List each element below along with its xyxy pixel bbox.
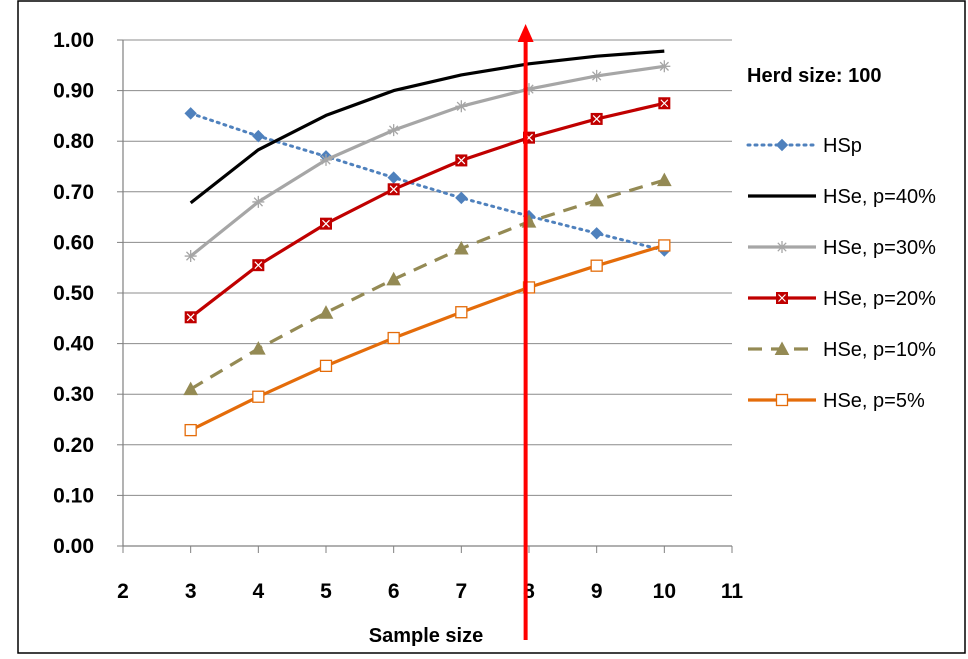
y-tick-label: 0.90: [53, 80, 94, 103]
series-2-point: [387, 124, 400, 137]
series-4-point: [183, 381, 199, 396]
series-3-point-detail: [389, 185, 398, 194]
series-4-point: [386, 271, 402, 286]
series-4-point: [250, 341, 266, 355]
legend-item-5-marker: [775, 393, 789, 407]
series-5-point: [387, 331, 400, 345]
x-tick-label: 5: [320, 580, 332, 603]
y-tick-label: 0.30: [53, 383, 94, 406]
series-5-point: [590, 259, 603, 272]
x-tick-label: 2: [117, 580, 129, 603]
series-3-point-detail: [592, 115, 601, 123]
series-5-point: [522, 281, 536, 294]
series-0-point: [590, 227, 603, 240]
legend-item-0-label: HSp: [823, 135, 862, 157]
series-2-point: [252, 195, 265, 208]
series-group: [183, 49, 672, 437]
series-4-line: [189, 178, 665, 391]
series-1-line: [189, 49, 665, 205]
series-3-point-detail: [186, 313, 195, 322]
legend-item-2-label: HSe, p=30%: [823, 237, 936, 259]
x-tick-label: 11: [721, 580, 744, 603]
series-4-point: [589, 192, 605, 207]
legend-item-4-label: HSe, p=10%: [823, 339, 936, 361]
series-2-point: [590, 69, 603, 82]
series-5-line: [189, 243, 665, 432]
y-tick-label: 0.40: [53, 333, 94, 356]
series-4-point: [656, 172, 672, 187]
series-5-point: [658, 239, 671, 252]
series-3-point-detail: [457, 156, 466, 165]
vertical-marker-group: [517, 24, 534, 640]
series-3-point-detail: [660, 99, 669, 108]
legend-item-1-label: HSe, p=40%: [823, 186, 936, 208]
series-2-point: [523, 83, 535, 96]
y-tick-label: 0.50: [53, 282, 94, 305]
series-0-line: [189, 111, 666, 252]
series-2-point: [455, 100, 468, 113]
series-4-point: [453, 240, 469, 255]
series-5-point: [252, 390, 265, 403]
legend-item-5-label: HSe, p=5%: [823, 390, 925, 412]
series-3-point-detail: [322, 219, 330, 228]
series-5-point: [184, 423, 197, 437]
x-tick-label: 6: [388, 580, 400, 603]
series-2-point: [320, 153, 332, 166]
y-tick-label: 0.70: [53, 181, 94, 204]
legend-item-0-marker: [775, 138, 789, 152]
series-2-point: [658, 60, 671, 73]
legend-item-4-marker: [774, 341, 790, 355]
legend-title: Herd size: 100: [747, 65, 882, 87]
series-0-point: [387, 171, 400, 184]
series-0-point: [184, 107, 197, 120]
legend-item-2-marker: [776, 241, 788, 253]
series-0-point: [455, 191, 468, 205]
x-tick-label: 9: [591, 580, 603, 603]
x-tick-label: 4: [252, 580, 264, 603]
y-tick-label: 0.00: [53, 535, 94, 558]
legend-item-3-marker-detail: [778, 294, 786, 302]
series-3-point-detail: [254, 261, 263, 270]
y-tick-label: 0.60: [53, 231, 94, 254]
legend-item-3-label: HSe, p=20%: [823, 288, 936, 310]
x-axis-title: Sample size: [369, 625, 484, 647]
series-2-line: [189, 64, 665, 258]
series-5-point: [455, 306, 468, 319]
series-5-point: [319, 359, 333, 373]
series-3-line: [189, 101, 665, 319]
series-4-point: [318, 305, 334, 319]
chart-border: [17, 0, 966, 654]
y-tick-label: 1.00: [53, 29, 94, 52]
vertical-marker-arrowhead: [517, 24, 534, 42]
x-tick-label: 7: [455, 580, 467, 603]
y-tick-label: 0.20: [53, 434, 94, 457]
y-tick-label: 0.10: [53, 484, 94, 507]
axes: 0.00 0.10 0.20 0.30 0.40 0.50 0.60 0.70 0.80 0.90…: [53, 29, 743, 603]
x-tick-label: 3: [185, 580, 197, 603]
series-0-point: [252, 129, 265, 143]
series-2-point: [184, 250, 197, 263]
x-tick-label: 10: [653, 580, 676, 603]
legend: Herd size: 100 HSp HSe, p=40% HSe, p=30% HS…: [746, 65, 936, 412]
y-tick-label: 0.80: [53, 130, 94, 153]
